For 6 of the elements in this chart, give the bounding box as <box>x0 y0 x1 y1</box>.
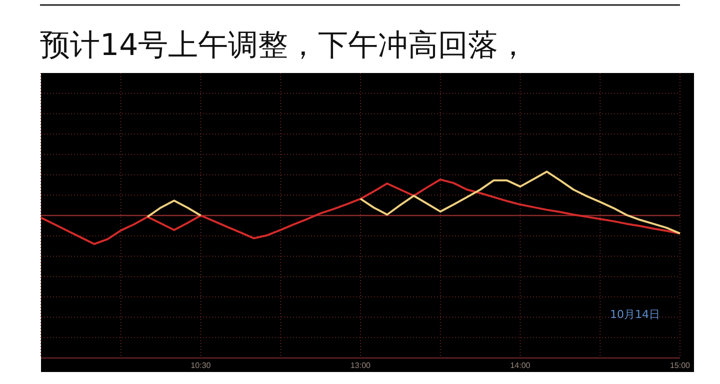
text: 10月14日 <box>610 308 660 321</box>
x-tick-label: 13:00 <box>350 361 372 370</box>
x-tick-label: 15:00 <box>670 361 691 370</box>
x-tick-label: 10:30 <box>190 361 212 370</box>
chart-title: 预计14号上午调整，下午冲高回落， <box>40 28 528 63</box>
x-tick-label: 14:00 <box>510 361 531 370</box>
